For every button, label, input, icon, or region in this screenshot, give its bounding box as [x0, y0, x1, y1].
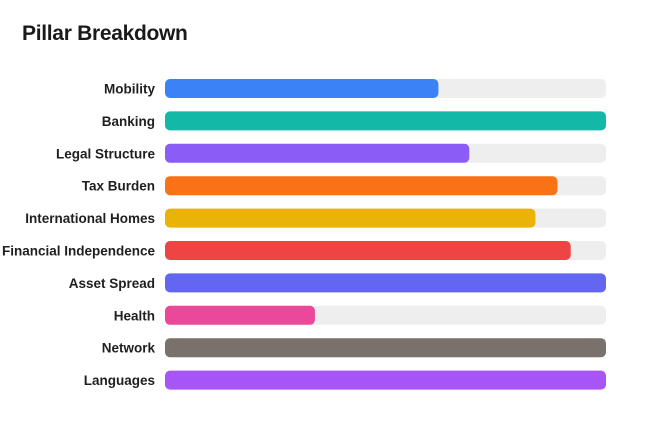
- bar: [165, 79, 439, 98]
- bar: [165, 338, 606, 358]
- category-label: Mobility: [104, 82, 155, 97]
- category-label: Asset Spread: [69, 276, 155, 291]
- bar: [165, 111, 606, 131]
- bar: [165, 208, 536, 228]
- category-label: Tax Burden: [82, 179, 155, 194]
- bar: [165, 370, 606, 390]
- category-label: Health: [114, 308, 155, 323]
- bar: [165, 305, 315, 325]
- category-label: Legal Structure: [56, 146, 156, 161]
- chart-title: Pillar Breakdown: [22, 22, 188, 45]
- category-label: Languages: [84, 373, 155, 388]
- category-label: Network: [102, 341, 156, 356]
- category-label: International Homes: [25, 211, 155, 226]
- category-label: Banking: [102, 114, 155, 129]
- bar: [165, 273, 606, 293]
- category-label: Financial Independence: [2, 244, 156, 259]
- bar: [165, 176, 558, 196]
- bar: [165, 241, 571, 260]
- bar: [165, 143, 470, 163]
